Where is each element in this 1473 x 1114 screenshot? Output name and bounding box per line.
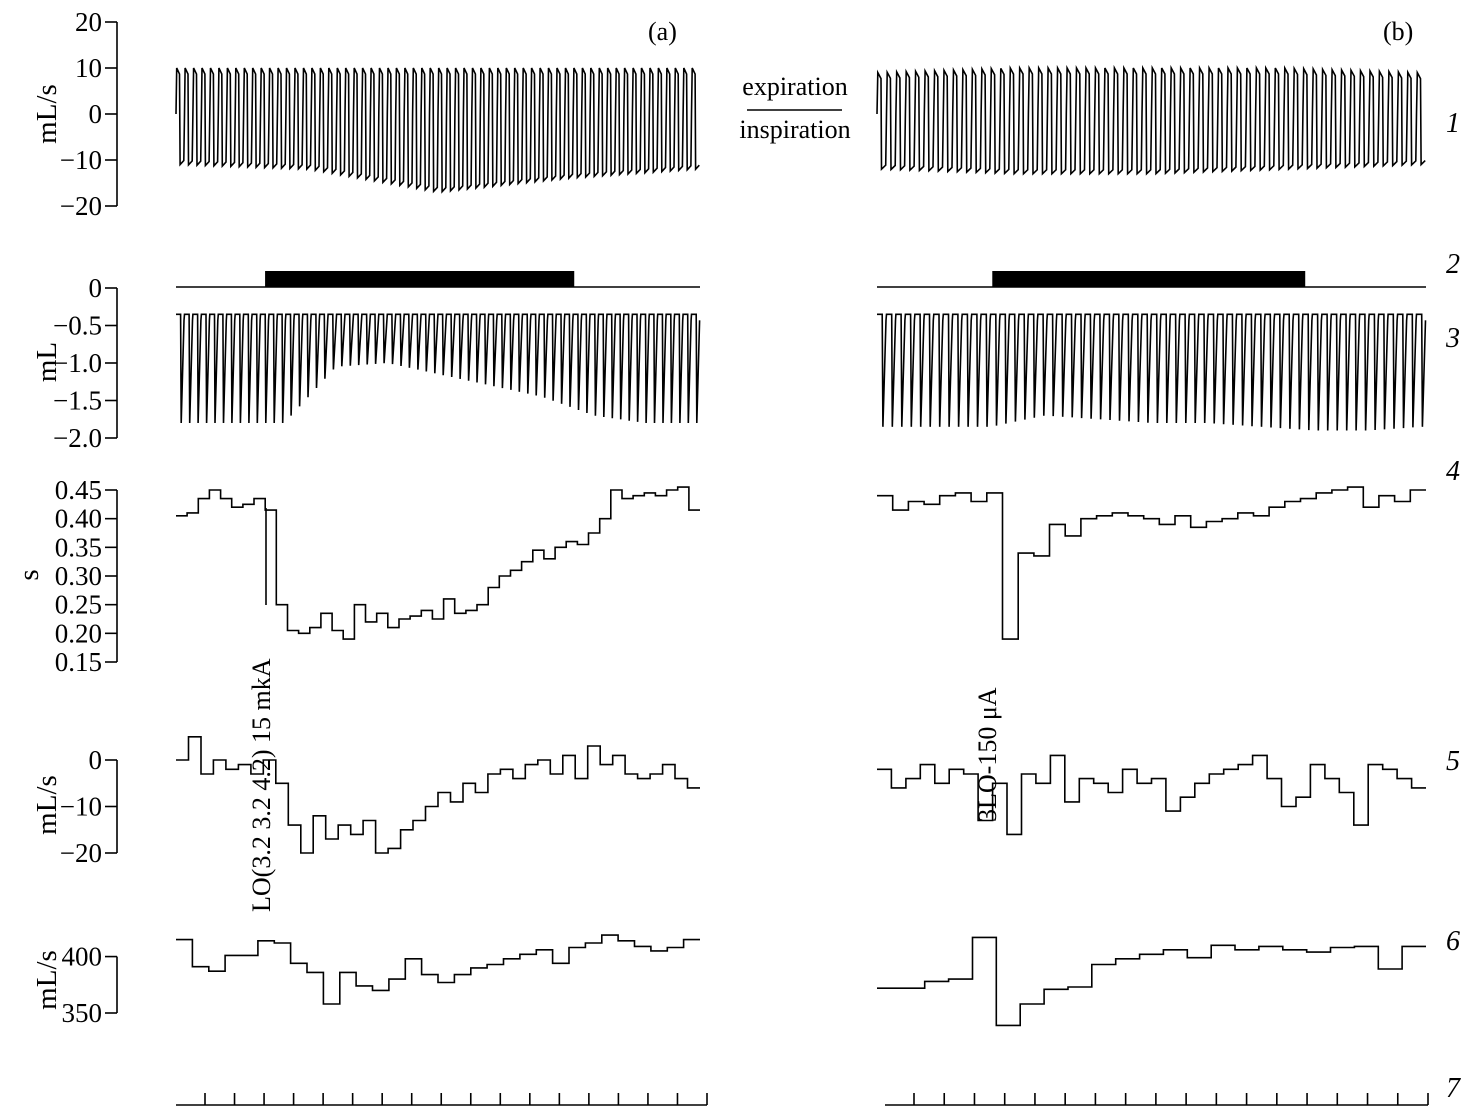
y-tick-label: 0.20 [55,618,102,648]
y-tick-label: 0.15 [55,647,102,677]
y-tick-label: 350 [62,998,103,1028]
y-tick-label: 20 [75,7,102,37]
y-tick-label: 0 [89,273,103,303]
y-tick-label: −20 [60,838,102,868]
y-axis-title: mL/s [31,84,63,144]
series-line-b-track-6 [877,936,1426,1027]
series-line-a-track-4 [176,486,700,640]
track-number: 2 [1446,249,1460,280]
airflow-trace-b [876,64,1426,176]
y-tick-label: 0.25 [55,590,102,620]
track-number: 4 [1446,456,1460,487]
series-line-b-track-5 [877,754,1426,836]
y-tick-label: −1.5 [53,386,102,416]
volume-trace-a [176,313,701,424]
track-number: 7 [1446,1073,1461,1104]
y-axis-title: mL/s [31,950,63,1010]
axes-layer [105,21,1429,1106]
stimulus-bar-a [265,271,575,287]
y-tick-label: 0.35 [55,532,102,562]
stimulus-bar-b [992,271,1306,287]
y-axis-title: s [13,569,45,580]
y-tick-label: −0.5 [53,311,102,341]
y-tick-label: 0.30 [55,561,102,591]
y-tick-label: 0.40 [55,504,102,534]
y-tick-label: 10 [75,53,102,83]
track-number: 5 [1446,746,1460,777]
series-line-a-track-5 [176,736,700,854]
stimulus-label-b: 3LO-150 μA [973,687,1002,822]
y-tick-label: −1.0 [53,348,102,378]
y-tick-label: 0 [89,99,103,129]
stimulus-label-a: LO(3.2 3.2 4.2) 15 mkA [247,658,276,912]
trace-layer [175,64,1427,1027]
y-axis-title: mL/s [31,775,63,835]
y-tick-label: −10 [60,145,102,175]
volume-trace-b [877,313,1427,431]
y-tick-label: −2.0 [53,423,102,453]
inset-inspiration-label: inspiration [739,115,850,144]
y-tick-label: −20 [60,191,102,221]
track-number: 6 [1446,926,1460,957]
inset-expiration-label: expiration [742,72,847,101]
airflow-trace-a [175,67,700,194]
y-tick-label: −10 [60,792,102,822]
y-tick-label: 400 [62,942,103,972]
track-number: 3 [1445,323,1460,354]
track-number: 1 [1446,108,1460,139]
text-layer: (a) (b) expiration inspiration LO(3.2 3.… [13,7,1461,1104]
y-axis-title: mL [31,342,63,382]
y-tick-label: 0.45 [55,475,102,505]
y-tick-label: 0 [89,745,103,775]
series-line-a-track-6 [176,934,700,1005]
series-line-b-track-4 [877,486,1426,640]
panel-label-a: (a) [648,17,677,46]
panel-label-b: (b) [1383,17,1413,46]
